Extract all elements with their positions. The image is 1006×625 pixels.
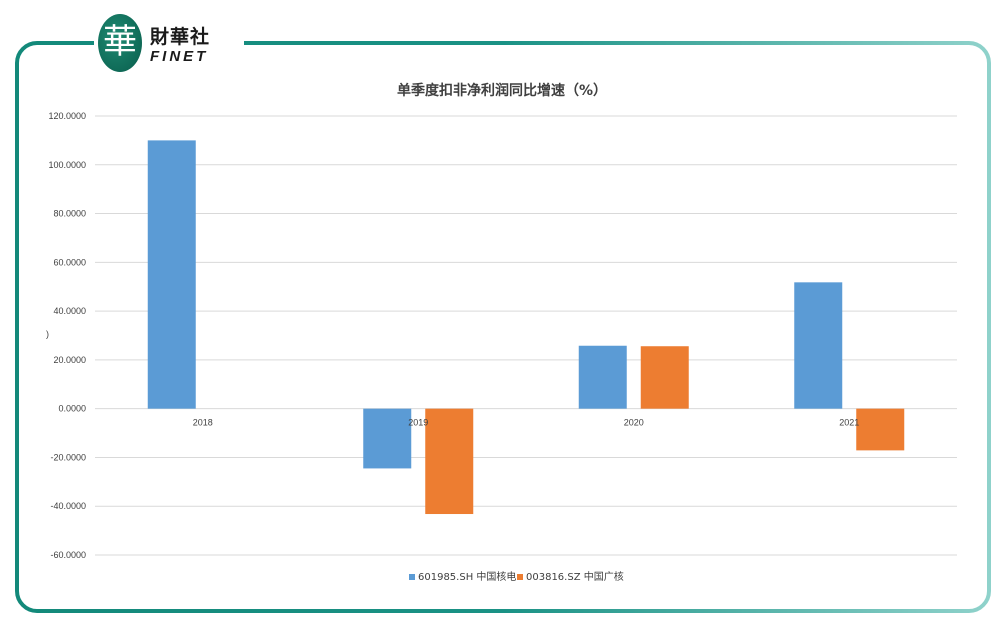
legend-swatch <box>517 574 523 580</box>
y-tick-labels: -60.0000 -40.0000 -20.0000 0.0000 20.0000 40.… <box>48 111 86 560</box>
x-tick-label: 2018 <box>193 418 213 428</box>
bar <box>856 408 905 451</box>
y-tick-label: -60.0000 <box>50 550 86 560</box>
bar <box>578 345 627 409</box>
x-tick-labels: 2018 2019 2020 2021 <box>193 418 860 428</box>
bar <box>363 408 412 469</box>
bar <box>147 140 196 409</box>
bar <box>640 346 689 409</box>
logo-seal-icon: 華 <box>98 14 142 72</box>
legend-entry: 003816.SZ 中国广核 <box>526 570 624 583</box>
x-tick-label: 2019 <box>408 418 428 428</box>
y-tick-label: 80.0000 <box>53 209 86 219</box>
legend-entry: 601985.SH 中国核电 <box>418 570 516 583</box>
y-tick-label: -20.0000 <box>50 452 86 462</box>
bars <box>147 140 905 515</box>
bar <box>794 282 843 409</box>
chart-title: 单季度扣非净利润同比增速（%） <box>397 82 607 99</box>
legend-swatch <box>409 574 415 580</box>
logo-name-en: FINET <box>150 48 209 65</box>
logo-name-cn: 財華社 <box>150 26 211 48</box>
x-tick-label: 2021 <box>839 418 859 428</box>
y-tick-label: 0.0000 <box>58 404 86 414</box>
y-tick-label: 120.0000 <box>48 111 86 121</box>
y-tick-label: -40.0000 <box>50 501 86 511</box>
finet-logo: 華 財華社 FINET <box>94 10 244 76</box>
y-tick-label: 20.0000 <box>53 355 86 365</box>
y-tick-label: 100.0000 <box>48 160 86 170</box>
bar <box>425 408 474 515</box>
y-tick-label: 40.0000 <box>53 306 86 316</box>
legend: 601985.SH 中国核电 003816.SZ 中国广核 <box>409 570 624 583</box>
logo-seal-char: 華 <box>103 22 137 62</box>
y-axis-label: ) <box>46 329 49 339</box>
y-tick-label: 60.0000 <box>53 257 86 267</box>
x-tick-label: 2020 <box>624 418 644 428</box>
